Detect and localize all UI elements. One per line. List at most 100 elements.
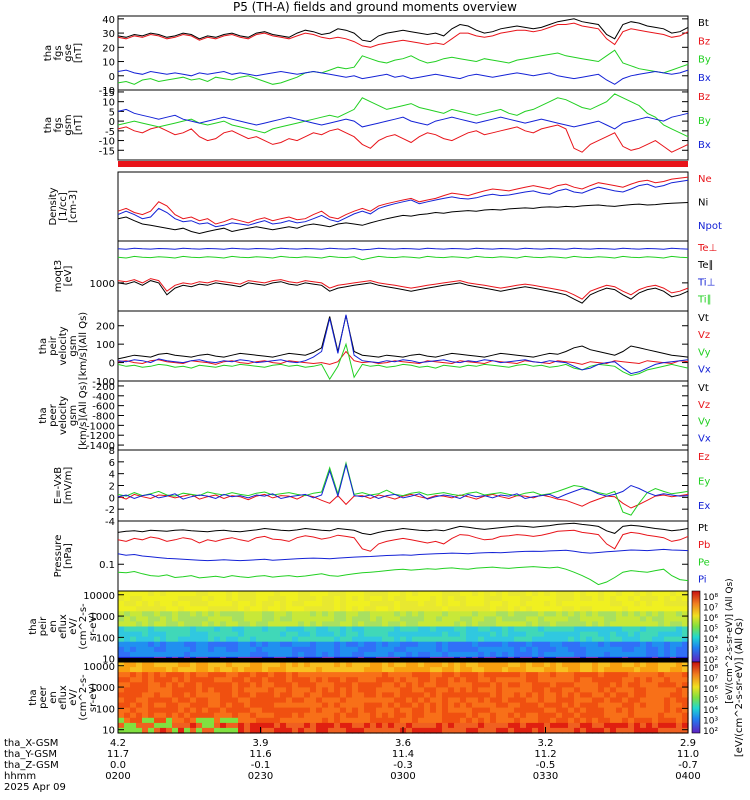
colorbar (691, 590, 701, 663)
y-tick-label: -1400 (86, 441, 115, 452)
heatmap-cell (442, 672, 449, 678)
heatmap-cell (160, 601, 167, 607)
heatmap-cell (484, 727, 491, 734)
heatmap-cell (298, 672, 305, 678)
heatmap-cell (676, 641, 683, 648)
heatmap-cell (238, 606, 245, 612)
heatmap-cell (388, 687, 395, 694)
heatmap-cell (532, 667, 539, 673)
heatmap-cell (544, 697, 551, 704)
heatmap-cell (562, 707, 569, 714)
heatmap-cell (388, 677, 395, 683)
heatmap-cell (310, 651, 317, 658)
heatmap-cell (364, 682, 371, 688)
heatmap-cell (166, 596, 173, 602)
heatmap-cell (634, 687, 641, 694)
y-axis-label: eflux (58, 685, 69, 710)
heatmap-cell (520, 626, 527, 633)
heatmap-cell (142, 677, 149, 683)
heatmap-cell (496, 667, 503, 673)
heatmap-cell (550, 626, 557, 633)
heatmap-cell (652, 611, 659, 617)
y-axis-label: fgs (53, 117, 64, 132)
legend-Npot: Npot (698, 221, 722, 232)
heatmap-cell (388, 626, 395, 633)
heatmap-cell (538, 646, 545, 653)
heatmap-cell (544, 687, 551, 694)
heatmap-cell (442, 707, 449, 714)
heatmap-cell (298, 707, 305, 714)
heatmap-cell (232, 667, 239, 673)
heatmap-cell (304, 662, 311, 668)
heatmap-cell (382, 672, 389, 678)
heatmap-cell (172, 672, 179, 678)
heatmap-cell (430, 692, 437, 699)
heatmap-cell (118, 662, 125, 668)
heatmap-cell (124, 646, 131, 653)
heatmap-cell (514, 601, 521, 607)
heatmap-cell (682, 591, 689, 597)
heatmap-cell (460, 672, 467, 678)
panel-frame (117, 15, 689, 91)
heatmap-cell (316, 702, 323, 709)
heatmap-cell (544, 667, 551, 673)
heatmap-cell (580, 621, 587, 628)
heatmap-cell (436, 606, 443, 612)
heatmap-cell (682, 692, 689, 699)
heatmap-cell (310, 702, 317, 709)
heatmap-cell (658, 697, 665, 704)
heatmap-cell (400, 621, 407, 628)
heatmap-cell (232, 727, 239, 734)
heatmap-cell (238, 626, 245, 633)
heatmap-cell (160, 722, 167, 729)
heatmap-cell (298, 722, 305, 729)
heatmap-cell (610, 616, 617, 623)
heatmap-cell (526, 626, 533, 633)
heatmap-cell (670, 641, 677, 648)
x-row-label: tha_X-GSM (4, 738, 58, 749)
heatmap-cell (208, 651, 215, 658)
heatmap-cell (676, 672, 683, 678)
heatmap-cell (370, 616, 377, 623)
heatmap-cell (280, 667, 287, 673)
heatmap-cell (214, 641, 221, 648)
heatmap-cell (154, 651, 161, 658)
heatmap-cell (562, 606, 569, 612)
heatmap-cell (274, 722, 281, 729)
heatmap-cell (532, 697, 539, 704)
heatmap-cell (430, 697, 437, 704)
heatmap-cell (178, 727, 185, 734)
heatmap-cell (442, 667, 449, 673)
heatmap-cell (226, 707, 233, 714)
heatmap-cell (604, 636, 611, 643)
heatmap-cell (280, 687, 287, 694)
heatmap-cell (652, 727, 659, 734)
heatmap-cell (544, 677, 551, 683)
heatmap-cell (430, 687, 437, 694)
heatmap-cell (454, 626, 461, 633)
heatmap-cell (358, 687, 365, 694)
heatmap-cell (436, 727, 443, 734)
y-tick-label: 10 (102, 58, 115, 69)
heatmap-cell (628, 631, 635, 638)
heatmap-cell (262, 631, 269, 638)
heatmap-cell (382, 596, 389, 602)
heatmap-cell (376, 717, 383, 724)
heatmap-cell (124, 606, 131, 612)
heatmap-cell (328, 672, 335, 678)
heatmap-cell (592, 646, 599, 653)
heatmap-cell (142, 601, 149, 607)
heatmap-cell (172, 626, 179, 633)
heatmap-cell (406, 662, 413, 668)
heatmap-cell (442, 702, 449, 709)
heatmap-cell (574, 662, 581, 668)
heatmap-cell (454, 727, 461, 734)
heatmap-cell (412, 611, 419, 617)
heatmap-cell (298, 626, 305, 633)
heatmap-cell (520, 727, 527, 734)
heatmap-cell (268, 606, 275, 612)
heatmap-cell (406, 682, 413, 688)
heatmap-cell (472, 651, 479, 658)
heatmap-cell (646, 641, 653, 648)
heatmap-cell (130, 591, 137, 597)
